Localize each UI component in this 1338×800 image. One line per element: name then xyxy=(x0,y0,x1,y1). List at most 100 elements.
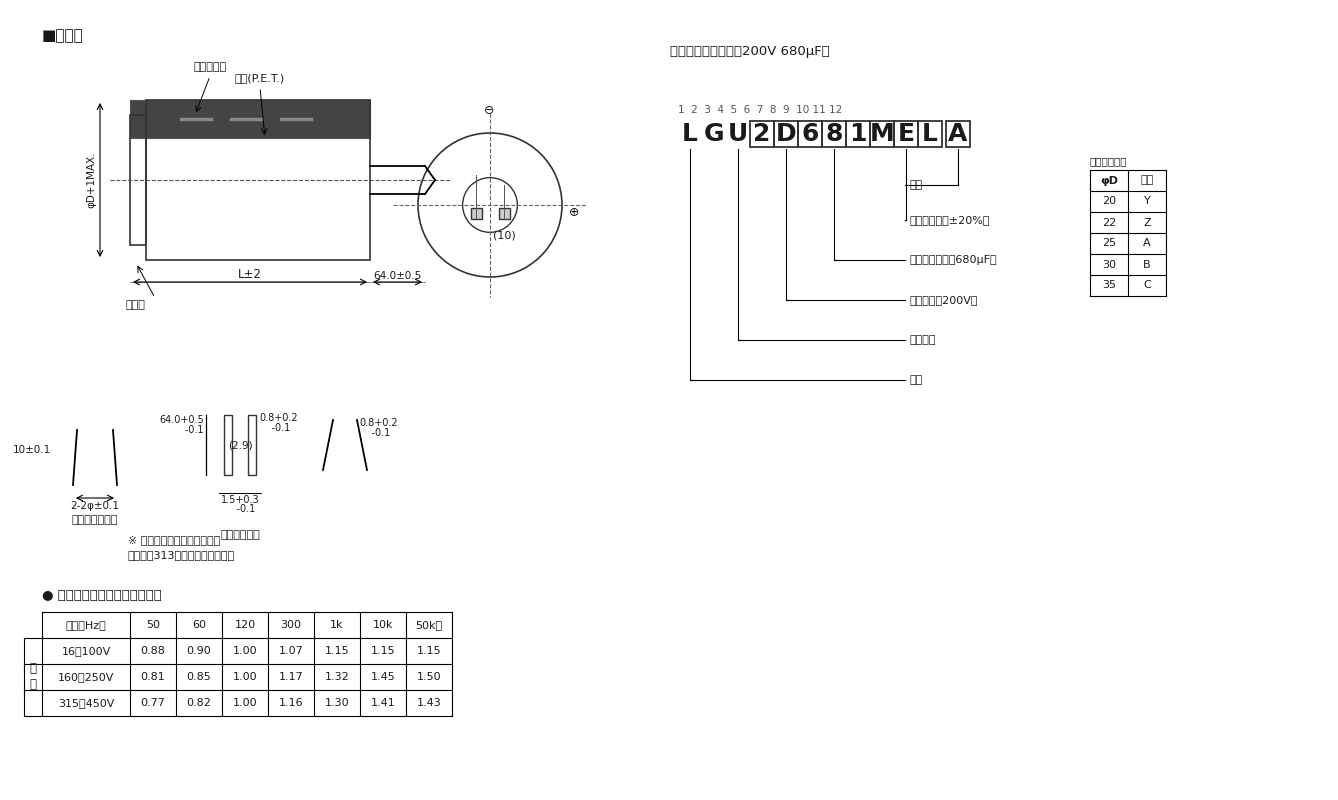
Bar xyxy=(223,415,231,475)
Bar xyxy=(130,115,146,245)
Text: 品种: 品种 xyxy=(910,375,923,385)
Bar xyxy=(471,207,482,218)
Bar xyxy=(146,100,371,260)
Text: 2: 2 xyxy=(753,122,771,146)
Text: ⊖: ⊖ xyxy=(484,104,494,117)
Text: E: E xyxy=(898,122,914,146)
Text: 10k: 10k xyxy=(373,620,393,630)
Text: 1.00: 1.00 xyxy=(233,672,257,682)
Text: 1.32: 1.32 xyxy=(325,672,349,682)
Text: 1k: 1k xyxy=(330,620,344,630)
Text: 1.00: 1.00 xyxy=(233,698,257,708)
Text: D: D xyxy=(776,122,796,146)
Bar xyxy=(248,415,256,475)
Text: 8: 8 xyxy=(826,122,843,146)
Text: 容量容许差（±20%）: 容量容许差（±20%） xyxy=(910,215,990,225)
Text: 1.5+0.3: 1.5+0.3 xyxy=(221,495,260,505)
Text: 10±0.1: 10±0.1 xyxy=(13,445,51,455)
Text: 阴极标示带: 阴极标示带 xyxy=(194,62,226,72)
Text: 22: 22 xyxy=(1103,218,1116,227)
Text: 额定静电容量（680μF）: 额定静电容量（680μF） xyxy=(910,255,998,265)
Text: （基板孔尺寸）: （基板孔尺寸） xyxy=(72,515,118,525)
Text: 300: 300 xyxy=(281,620,301,630)
Text: 1.15: 1.15 xyxy=(325,646,349,656)
Bar xyxy=(946,121,970,147)
Text: 系列名称: 系列名称 xyxy=(910,335,937,345)
Text: 0.90: 0.90 xyxy=(186,646,211,656)
Text: 50k～: 50k～ xyxy=(415,620,443,630)
Text: 1.41: 1.41 xyxy=(371,698,395,708)
Text: 1.17: 1.17 xyxy=(278,672,304,682)
Text: 315～450V: 315～450V xyxy=(58,698,114,708)
Text: 0.82: 0.82 xyxy=(186,698,211,708)
Text: 160～250V: 160～250V xyxy=(58,672,114,682)
Text: (10): (10) xyxy=(492,230,515,240)
Text: 1: 1 xyxy=(850,122,867,146)
Text: 频率（Hz）: 频率（Hz） xyxy=(66,620,107,630)
Text: 1.00: 1.00 xyxy=(233,646,257,656)
Text: 6: 6 xyxy=(801,122,819,146)
Text: 64.0±0.5: 64.0±0.5 xyxy=(373,271,421,281)
Text: L: L xyxy=(682,122,698,146)
Text: 数: 数 xyxy=(29,678,36,691)
Text: A: A xyxy=(1143,238,1151,249)
Text: 1.43: 1.43 xyxy=(416,698,442,708)
Text: 25: 25 xyxy=(1103,238,1116,249)
Text: ● 额定纹波电流的频率补正系数: ● 额定纹波电流的频率补正系数 xyxy=(41,589,162,602)
Text: 120: 120 xyxy=(234,620,256,630)
Text: 0.77: 0.77 xyxy=(140,698,166,708)
Text: 铝壳尺寸代码: 铝壳尺寸代码 xyxy=(1090,156,1128,166)
Text: 60: 60 xyxy=(191,620,206,630)
Bar xyxy=(499,207,510,218)
Text: L: L xyxy=(922,122,938,146)
Text: -0.1: -0.1 xyxy=(166,425,203,435)
Text: 1.15: 1.15 xyxy=(371,646,395,656)
Text: M: M xyxy=(870,122,894,146)
Text: B: B xyxy=(1143,259,1151,270)
Bar xyxy=(797,121,822,147)
Text: 16～100V: 16～100V xyxy=(62,646,111,656)
Text: Z: Z xyxy=(1143,218,1151,227)
Text: 1  2  3  4  5  6  7  8  9  10 11 12: 1 2 3 4 5 6 7 8 9 10 11 12 xyxy=(678,105,842,115)
Text: 1.50: 1.50 xyxy=(416,672,442,682)
Bar xyxy=(846,121,870,147)
Bar xyxy=(894,121,918,147)
Text: 1.16: 1.16 xyxy=(278,698,304,708)
Text: 64.0+0.5: 64.0+0.5 xyxy=(159,415,203,425)
Text: -0.1: -0.1 xyxy=(260,423,290,433)
Text: 压力阀: 压力阀 xyxy=(124,300,145,310)
Bar xyxy=(918,121,942,147)
Text: C: C xyxy=(1143,281,1151,290)
Text: 50: 50 xyxy=(146,620,161,630)
Text: 1.45: 1.45 xyxy=(371,672,395,682)
Text: 外套(P.E.T.): 外套(P.E.T.) xyxy=(235,73,285,83)
Text: 20: 20 xyxy=(1103,197,1116,206)
Text: G: G xyxy=(704,122,724,146)
Text: 0.88: 0.88 xyxy=(140,646,166,656)
Text: 1.07: 1.07 xyxy=(278,646,304,656)
Bar xyxy=(822,121,846,147)
Text: ⊕: ⊕ xyxy=(569,206,579,219)
Text: (2.9): (2.9) xyxy=(227,440,253,450)
Text: 30: 30 xyxy=(1103,259,1116,270)
Text: -0.1: -0.1 xyxy=(225,504,256,514)
Text: 系: 系 xyxy=(29,662,36,675)
Text: 2-2φ±0.1: 2-2φ±0.1 xyxy=(71,501,119,511)
Text: 1.15: 1.15 xyxy=(416,646,442,656)
Text: Y: Y xyxy=(1144,197,1151,206)
Text: 35: 35 xyxy=(1103,281,1116,290)
Text: 品号编码体系（例：200V 680μF）: 品号编码体系（例：200V 680μF） xyxy=(670,45,830,58)
Text: 1.30: 1.30 xyxy=(325,698,349,708)
Text: 0.8+0.2: 0.8+0.2 xyxy=(260,413,297,423)
Text: 额定电压（200V）: 额定电压（200V） xyxy=(910,295,978,305)
Text: ■尺寸图: ■尺寸图 xyxy=(41,28,84,43)
Text: 请参照第313页的端子型状一项。: 请参照第313页的端子型状一项。 xyxy=(128,550,235,560)
Text: 0.8+0.2: 0.8+0.2 xyxy=(359,418,397,428)
Text: （端子型状）: （端子型状） xyxy=(221,530,260,540)
Bar xyxy=(751,121,773,147)
Text: 编码: 编码 xyxy=(1140,175,1153,186)
Text: φD: φD xyxy=(1100,175,1119,186)
Text: U: U xyxy=(728,122,748,146)
Bar xyxy=(773,121,797,147)
Bar xyxy=(130,100,371,138)
